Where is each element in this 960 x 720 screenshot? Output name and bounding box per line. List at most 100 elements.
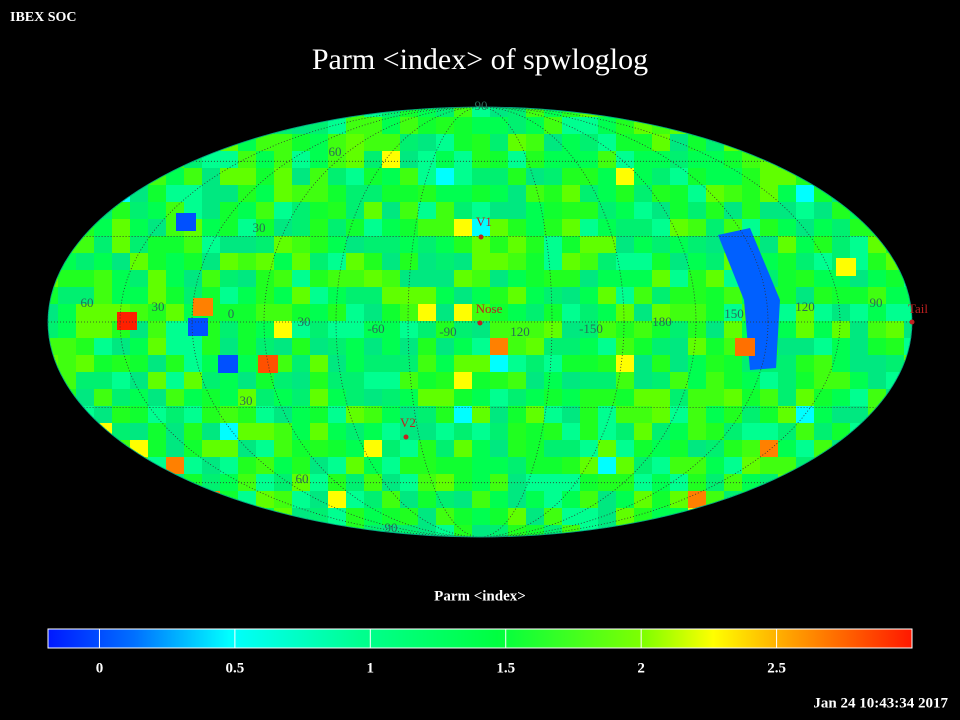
map-cell <box>886 525 904 537</box>
map-cell <box>688 457 706 474</box>
map-cell <box>220 117 238 134</box>
map-cell <box>652 491 670 508</box>
map-cell <box>598 202 616 219</box>
map-cell <box>48 423 58 440</box>
map-cell <box>76 423 94 440</box>
map-cell <box>616 134 634 151</box>
map-cell <box>868 107 886 117</box>
map-cell <box>454 372 472 389</box>
map-cell <box>112 287 130 304</box>
map-cell <box>58 440 76 457</box>
map-cell <box>148 338 166 355</box>
map-cell <box>94 440 112 457</box>
map-cell <box>490 355 508 372</box>
map-cell <box>382 372 400 389</box>
map-cell <box>184 134 202 151</box>
map-cell <box>904 219 912 236</box>
map-cell <box>652 202 670 219</box>
map-cell <box>670 287 688 304</box>
map-cell <box>328 287 346 304</box>
map-cell <box>76 440 94 457</box>
map-cell <box>166 508 184 525</box>
map-cell <box>814 151 832 168</box>
map-cell <box>904 185 912 202</box>
map-cell <box>328 406 346 423</box>
map-cell <box>922 151 940 168</box>
map-cell <box>598 440 616 457</box>
map-cell <box>256 287 274 304</box>
map-cell <box>220 253 238 270</box>
map-cell <box>850 474 868 491</box>
map-cell <box>580 372 598 389</box>
map-cell <box>634 406 652 423</box>
map-cell <box>328 389 346 406</box>
map-cell <box>274 287 292 304</box>
map-cell <box>526 406 544 423</box>
map-cell <box>58 542 76 559</box>
map-cell <box>706 151 724 168</box>
map-cell <box>166 236 184 253</box>
map-cell <box>670 236 688 253</box>
map-cell <box>868 542 886 559</box>
map-cell <box>220 185 238 202</box>
map-cell <box>148 304 166 321</box>
map-cell <box>364 185 382 202</box>
grid-label: 180 <box>652 314 672 329</box>
map-cell <box>508 542 526 559</box>
map-cell <box>472 423 490 440</box>
map-cell <box>292 219 310 236</box>
map-cell <box>598 151 616 168</box>
map-cell <box>220 406 238 423</box>
map-cell <box>436 338 454 355</box>
map-cell <box>688 389 706 406</box>
map-cell <box>508 117 526 134</box>
map-cell <box>310 107 328 117</box>
colorbar-tick-label: 1.5 <box>496 660 515 676</box>
map-cell <box>562 107 580 117</box>
map-cell <box>292 304 310 321</box>
map-cell <box>742 508 760 525</box>
map-cell <box>706 236 724 253</box>
map-cell <box>48 134 58 151</box>
map-cell <box>832 287 850 304</box>
map-cell <box>634 151 652 168</box>
map-cell <box>850 508 868 525</box>
map-cell <box>796 508 814 525</box>
map-cell <box>634 270 652 287</box>
map-cell <box>778 491 796 508</box>
map-cell <box>346 202 364 219</box>
map-cell <box>850 457 868 474</box>
map-cell <box>688 372 706 389</box>
map-cell <box>238 304 256 321</box>
map-cell <box>706 423 724 440</box>
map-cell <box>130 423 148 440</box>
map-cell <box>274 219 292 236</box>
map-cell <box>184 338 202 355</box>
map-cell <box>652 508 670 525</box>
map-cell <box>832 491 850 508</box>
map-cell <box>400 542 418 559</box>
map-cell <box>418 151 436 168</box>
map-cell <box>94 338 112 355</box>
map-cell <box>904 168 912 185</box>
map-cell <box>346 168 364 185</box>
map-cell <box>490 406 508 423</box>
map-cell <box>274 168 292 185</box>
map-cell <box>472 151 490 168</box>
map-cell <box>364 151 382 168</box>
map-cell <box>112 355 130 372</box>
map-cell <box>148 372 166 389</box>
map-cell <box>166 457 184 474</box>
map-cell <box>346 219 364 236</box>
map-cell <box>706 219 724 236</box>
map-cell <box>922 100 940 117</box>
map-cell <box>544 168 562 185</box>
map-cell <box>130 491 148 508</box>
map-cell <box>472 219 490 236</box>
map-cell <box>310 270 328 287</box>
map-cell <box>418 321 436 338</box>
map-cell <box>364 423 382 440</box>
map-cell <box>382 321 400 338</box>
map-cell <box>724 304 742 321</box>
map-cell <box>544 355 562 372</box>
